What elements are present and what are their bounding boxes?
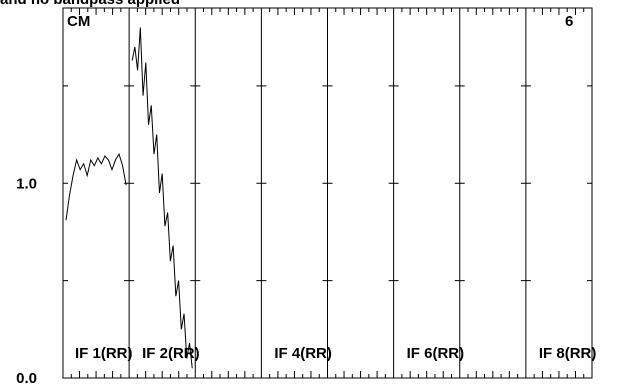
y-tick-label: 1.0	[16, 175, 37, 192]
spectrum-line	[65, 152, 127, 221]
y-tick-label: 0.0	[16, 370, 37, 387]
panel-label: IF 6(RR)	[407, 345, 465, 362]
panel-label: IF 2(RR)	[142, 345, 200, 362]
panel-label: IF 4(RR)	[274, 345, 332, 362]
panel-label: IF 1(RR)	[75, 345, 133, 362]
panel-label: IF 8(RR)	[539, 345, 597, 362]
spectrum-line	[131, 27, 193, 369]
chart-title: and no bandpass applied	[0, 0, 180, 8]
corner-label: 6	[565, 13, 573, 30]
corner-label: CM	[67, 13, 90, 30]
